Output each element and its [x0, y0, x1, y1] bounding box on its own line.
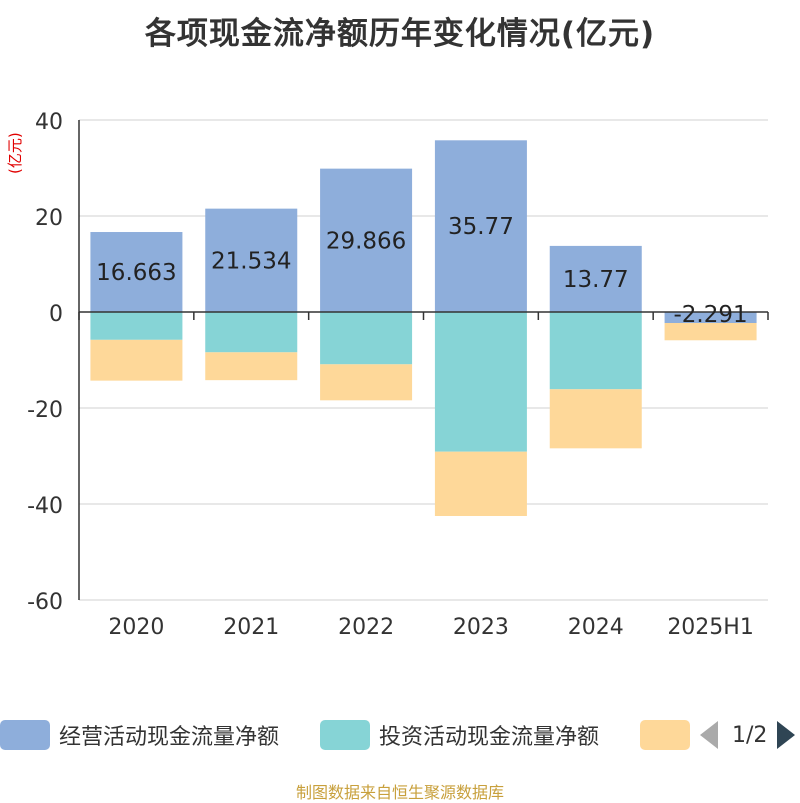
legend-item-investing[interactable]: 投资活动现金流量净额: [320, 714, 599, 756]
x-tick-label: 2024: [568, 615, 624, 640]
bar-series3-2021: [205, 352, 298, 381]
legend-pager: 1/2: [700, 714, 796, 756]
bar-series1-2021: [205, 208, 298, 312]
bar-series1-2020: [90, 232, 183, 312]
legend-next-page-icon[interactable]: [777, 721, 796, 749]
x-tick-label: 2022: [338, 615, 394, 640]
x-tick-label: 2021: [223, 615, 279, 640]
y-tick-label: 0: [49, 302, 63, 327]
data-label: 16.663: [96, 260, 176, 286]
legend-item-operating[interactable]: 经营活动现金流量净额: [0, 714, 279, 756]
bar-series2-2024: [549, 312, 642, 390]
bar-series2-2023: [434, 312, 527, 452]
data-label: -2.291: [674, 302, 748, 328]
bar-series3-2022: [320, 364, 413, 401]
bar-series1-2025H1: [664, 312, 757, 323]
legend-label-investing: 投资活动现金流量净额: [379, 725, 600, 750]
legend-item-third[interactable]: [640, 714, 690, 756]
bar-series1-2022: [320, 168, 413, 312]
chart-title: 各项现金流净额历年变化情况(亿元): [144, 16, 656, 52]
data-label: 29.866: [326, 228, 406, 254]
data-label: 35.77: [448, 214, 514, 240]
y-tick-label: -40: [27, 494, 63, 519]
chart-canvas: 40 20 0 -20 -40 -60 2020 2021 2022 2023 2024 2025H1…: [27, 110, 769, 640]
bar-series3-2020: [90, 339, 183, 381]
y-tick-label: 40: [35, 110, 63, 135]
y-tick-label: -60: [27, 590, 63, 615]
bar-series3-2023: [434, 451, 527, 516]
legend-page-indicator: 1/2: [732, 722, 768, 748]
bar-series3-2024: [549, 389, 642, 449]
legend-swatch-third: [640, 720, 690, 750]
bar-series1-2024: [549, 245, 642, 312]
y-tick-label: -20: [27, 398, 63, 423]
x-tick-label: 2023: [453, 615, 509, 640]
bar-series1-2023: [434, 140, 527, 312]
legend: 经营活动现金流量净额 投资活动现金流量净额: [0, 714, 800, 756]
y-tick-label: 20: [35, 206, 63, 231]
bar-series2-2022: [320, 312, 413, 365]
legend-swatch-investing: [320, 720, 370, 750]
bar-series3-2025H1: [664, 322, 757, 341]
bar-series2-2020: [90, 312, 183, 340]
x-tick-label: 2020: [108, 615, 164, 640]
x-tick-label: 2025H1: [667, 615, 754, 640]
bar-series2-2021: [205, 312, 298, 353]
data-label: 21.534: [211, 248, 291, 274]
data-source-footer: 制图数据来自恒生聚源数据库: [295, 783, 504, 802]
legend-prev-page-icon[interactable]: [700, 721, 718, 749]
legend-label-operating: 经营活动现金流量净额: [59, 725, 280, 750]
legend-swatch-operating: [0, 720, 50, 750]
data-label: 13.77: [563, 267, 629, 293]
